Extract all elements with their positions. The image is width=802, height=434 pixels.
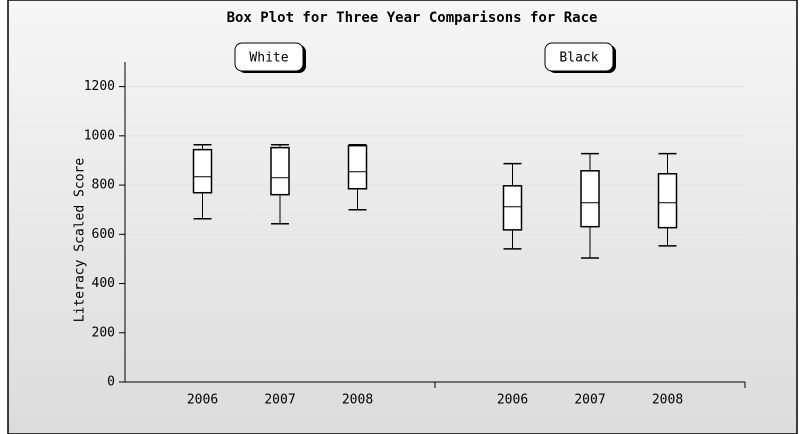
x-tick-label: 2008 — [342, 393, 373, 408]
y-axis-label: Literacy Scaled Score — [73, 158, 88, 323]
y-tick-label: 600 — [92, 227, 115, 242]
group-label: Black — [559, 51, 598, 66]
group-label: White — [249, 51, 288, 66]
y-tick-label: 200 — [92, 325, 115, 340]
x-tick-label: 2007 — [264, 393, 295, 408]
box — [270, 146, 290, 196]
group-label-box — [234, 42, 304, 72]
box — [657, 173, 678, 229]
x-tick-label: 2006 — [187, 393, 218, 408]
background — [7, 0, 798, 434]
x-tick-label: 2007 — [574, 393, 605, 408]
box — [580, 170, 600, 228]
y-tick-label: 800 — [92, 178, 115, 193]
y-tick-label: 400 — [92, 276, 115, 291]
group-label-box — [544, 42, 614, 72]
y-tick-label: 1000 — [84, 128, 115, 143]
x-tick-label: 2006 — [497, 393, 528, 408]
x-tick-label: 2008 — [652, 393, 683, 408]
box — [347, 144, 368, 190]
box — [192, 148, 213, 194]
y-tick-label: 1200 — [84, 79, 115, 94]
chart-title: Box Plot for Three Year Comparisons for … — [227, 10, 598, 26]
box — [502, 185, 523, 231]
y-tick-label: 0 — [107, 375, 115, 390]
